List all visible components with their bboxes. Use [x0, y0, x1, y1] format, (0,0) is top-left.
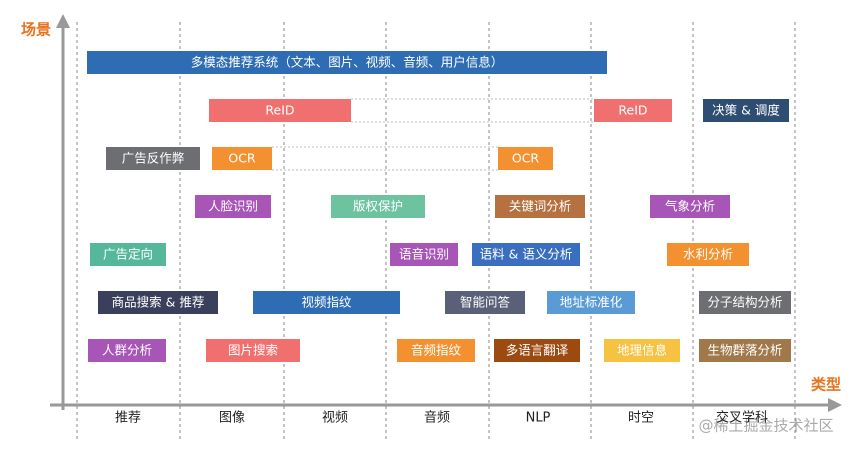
- scenario-box: [397, 339, 475, 362]
- scenario-box: [90, 243, 166, 266]
- scenario-label: 音频指纹: [411, 343, 462, 358]
- scenario-box: [495, 195, 585, 218]
- scenario-label: 广告反作弊: [122, 151, 185, 166]
- scenario-box: [106, 147, 200, 170]
- scenario-label: 图片搜索: [228, 343, 278, 358]
- column-label: 交叉学科: [716, 410, 768, 426]
- scenario-label: 水利分析: [683, 247, 733, 262]
- scenario-label: 版权保护: [353, 199, 403, 214]
- scenario-label: 商品搜索 & 推荐: [112, 295, 205, 310]
- scenario-box: [594, 99, 672, 122]
- scenario-label: 人脸识别: [208, 199, 258, 214]
- scenario-box: [195, 195, 271, 218]
- scenario-label: 语料 & 语义分析: [480, 247, 573, 262]
- scenario-label: 智能问答: [460, 295, 511, 310]
- scenario-label: 广告定向: [103, 247, 153, 262]
- scenario-label: 气象分析: [665, 199, 715, 214]
- scenario-box: [699, 291, 791, 314]
- column-label: 视频: [322, 411, 348, 426]
- connectors: [272, 98, 594, 171]
- scenario-box: [209, 99, 351, 122]
- scenario-box: [650, 195, 730, 218]
- scenario-label: 语音识别: [399, 247, 449, 262]
- column-label: 图像: [219, 411, 245, 426]
- scenario-box: [331, 195, 425, 218]
- scenario-box: [498, 147, 553, 170]
- scenario-box: [88, 339, 166, 362]
- scenario-box: [703, 99, 789, 122]
- watermark: @稀土掘金技术社区: [698, 417, 833, 435]
- scenario-box: [98, 291, 218, 314]
- x-axis-label: 类型: [811, 376, 841, 394]
- scenario-box: [445, 291, 525, 314]
- scenario-label: 多语言翻译: [506, 343, 569, 358]
- y-axis-label: 场景: [21, 21, 51, 39]
- scenario-box: [667, 243, 749, 266]
- scenario-label: 关键词分析: [509, 199, 572, 214]
- scenario-label: 地理信息: [617, 343, 667, 358]
- scenario-box: [699, 339, 791, 362]
- scenario-label: 视频指纹: [301, 295, 352, 310]
- scenario-box: [604, 339, 680, 362]
- scenario-label: 决策 & 调度: [712, 103, 780, 118]
- scenario-label: ReID: [265, 103, 294, 118]
- column-label: NLP: [526, 411, 551, 426]
- scenario-label: 多模态推荐系统（文本、图片、视频、音频、用户信息）: [191, 55, 504, 70]
- column-label: 音频: [424, 410, 450, 426]
- scenario-label: OCR: [228, 151, 256, 166]
- scenario-label: 地址标准化: [560, 295, 623, 310]
- scenario-box: [206, 339, 300, 362]
- scenario-label: 分子结构分析: [707, 295, 782, 310]
- column-dividers: [76, 22, 796, 440]
- axes: [50, 14, 842, 412]
- scenario-box: [494, 339, 580, 362]
- scenario-box: [547, 291, 635, 314]
- column-label: 时空: [628, 411, 654, 426]
- column-label: 推荐: [115, 411, 141, 426]
- scenario-box: [212, 147, 272, 170]
- scenario-box: [87, 51, 607, 74]
- scenario-box: [253, 291, 400, 314]
- scenario-box: [472, 243, 580, 266]
- scenario-label: 人群分析: [102, 343, 152, 358]
- scenario-label: OCR: [512, 151, 540, 166]
- scenario-box: [390, 243, 458, 266]
- scenario-label: 生物群落分析: [707, 343, 782, 358]
- scenario-label: ReID: [618, 103, 647, 118]
